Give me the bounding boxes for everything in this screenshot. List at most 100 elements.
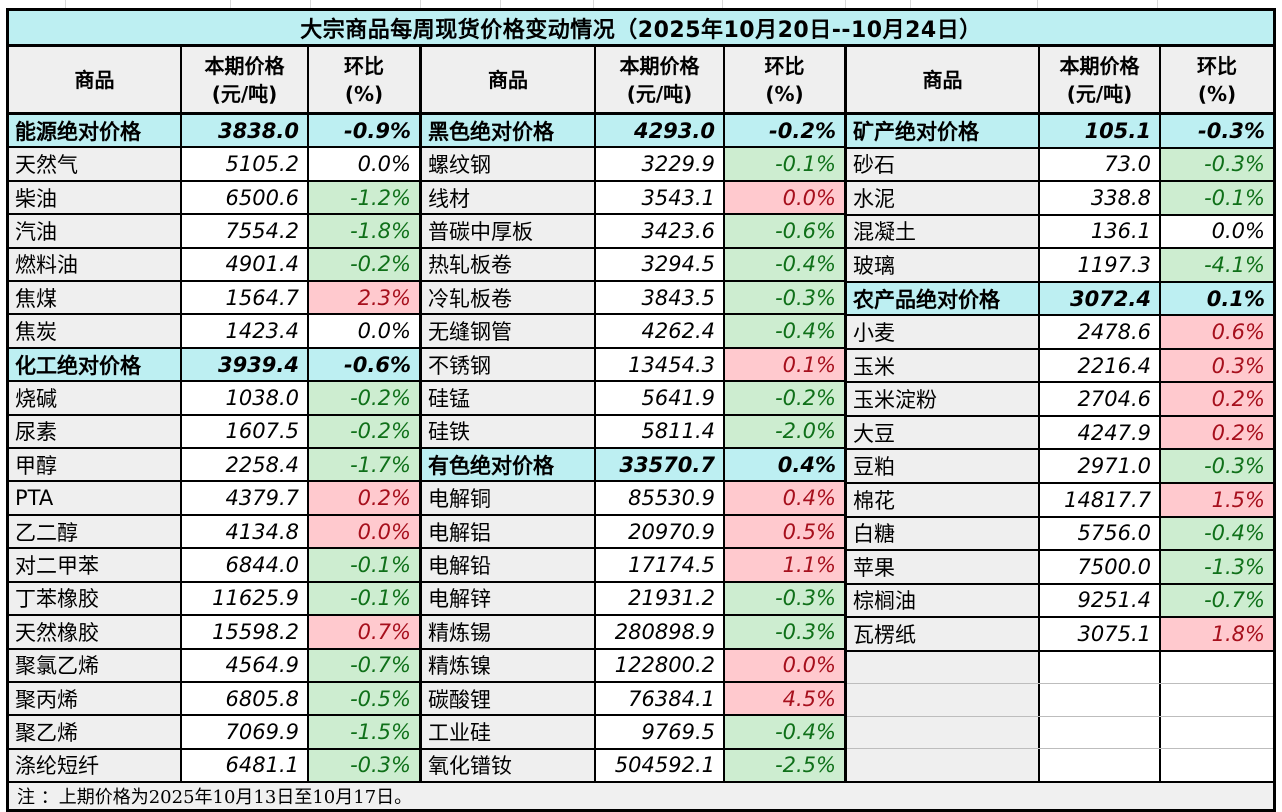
commodity-cell[interactable]: 天然气 (9, 148, 180, 180)
change-cell[interactable]: -0.6% (723, 215, 844, 247)
price-cell[interactable]: 3072.4 (1038, 282, 1159, 315)
change-cell[interactable]: -0.4% (723, 248, 844, 281)
price-cell[interactable]: 1423.4 (180, 315, 307, 347)
commodity-cell[interactable]: 线材 (422, 181, 594, 214)
price-cell[interactable]: 2704.6 (1038, 383, 1159, 415)
change-cell[interactable]: -0.4% (723, 716, 844, 748)
commodity-cell[interactable]: 螺纹钢 (422, 148, 594, 180)
price-cell[interactable]: 5756.0 (1038, 517, 1159, 550)
price-cell[interactable]: 3294.5 (594, 248, 723, 281)
commodity-cell[interactable]: PTA (9, 482, 180, 514)
commodity-cell[interactable]: 电解铜 (422, 482, 594, 514)
change-cell[interactable]: -0.2% (307, 248, 419, 281)
change-cell[interactable]: -0.3% (1159, 450, 1273, 483)
price-cell[interactable]: 136.1 (1038, 215, 1159, 248)
price-cell[interactable]: 504592.1 (594, 749, 723, 782)
price-cell[interactable]: 9251.4 (1038, 584, 1159, 617)
change-cell[interactable]: 0.0% (723, 181, 844, 214)
commodity-cell[interactable]: 不锈钢 (422, 348, 594, 381)
change-cell[interactable]: -2.0% (723, 415, 844, 448)
price-cell[interactable]: 33570.7 (594, 449, 723, 481)
change-header-cell[interactable]: 环比 (%) (1159, 47, 1273, 112)
price-cell[interactable]: 6500.6 (180, 181, 307, 214)
commodity-cell[interactable]: 电解铝 (422, 515, 594, 548)
change-cell[interactable]: -0.2% (307, 415, 419, 448)
change-cell[interactable]: -2.5% (723, 749, 844, 782)
price-cell[interactable]: 4134.8 (180, 515, 307, 548)
commodity-cell[interactable]: 涤纶短纤 (9, 749, 180, 782)
change-cell[interactable]: -0.2% (307, 382, 419, 414)
change-cell[interactable]: 1.8% (1159, 618, 1273, 650)
commodity-cell[interactable]: 对二甲苯 (9, 549, 180, 581)
commodity-cell[interactable]: 混凝土 (847, 215, 1038, 248)
price-cell[interactable]: 4247.9 (1038, 416, 1159, 449)
change-cell[interactable]: -0.1% (1159, 182, 1273, 214)
commodity-cell[interactable]: 甲醇 (9, 449, 180, 481)
change-cell[interactable]: 2.3% (307, 282, 419, 314)
commodity-header-cell[interactable]: 商品 (422, 47, 594, 112)
price-cell[interactable]: 85530.9 (594, 482, 723, 514)
change-cell[interactable]: 0.0% (723, 649, 844, 681)
price-cell[interactable] (1038, 749, 1159, 781)
price-cell[interactable]: 2258.4 (180, 449, 307, 481)
price-cell[interactable]: 3843.5 (594, 282, 723, 314)
commodity-cell[interactable]: 大豆 (847, 416, 1038, 449)
commodity-cell[interactable]: 天然橡胶 (9, 616, 180, 648)
change-cell[interactable]: -0.3% (1159, 148, 1273, 181)
price-cell[interactable]: 2971.0 (1038, 450, 1159, 483)
commodity-cell[interactable]: 电解铅 (422, 549, 594, 581)
table-title-cell[interactable]: 大宗商品每周现货价格变动情况（2025年10月20日--10月24日） (9, 11, 1273, 47)
commodity-cell[interactable]: 聚氯乙烯 (9, 649, 180, 681)
price-cell[interactable] (1038, 651, 1159, 684)
commodity-cell[interactable]: 热轧板卷 (422, 248, 594, 281)
price-cell[interactable]: 3075.1 (1038, 618, 1159, 650)
price-cell[interactable]: 5641.9 (594, 382, 723, 414)
commodity-cell[interactable]: 丁苯橡胶 (9, 582, 180, 615)
change-cell[interactable]: 0.0% (307, 515, 419, 548)
price-cell[interactable]: 1197.3 (1038, 249, 1159, 281)
price-cell[interactable]: 4901.4 (180, 248, 307, 281)
change-cell[interactable]: -1.3% (1159, 551, 1273, 583)
commodity-cell[interactable]: 小麦 (847, 316, 1038, 348)
change-cell[interactable] (1159, 651, 1273, 684)
commodity-cell[interactable]: 碳酸锂 (422, 682, 594, 715)
commodity-cell[interactable]: 冷轧板卷 (422, 282, 594, 314)
price-cell[interactable] (1038, 716, 1159, 749)
change-cell[interactable]: 0.1% (1159, 282, 1273, 315)
price-cell[interactable]: 1038.0 (180, 382, 307, 414)
price-cell[interactable]: 5105.2 (180, 148, 307, 180)
commodity-cell[interactable] (847, 684, 1038, 716)
commodity-cell[interactable]: 无缝钢管 (422, 315, 594, 347)
note-cell[interactable]: 注 ：上期价格为2025年10月13日至10月17日。 (9, 781, 1273, 809)
price-cell[interactable]: 2478.6 (1038, 316, 1159, 348)
commodity-cell[interactable]: 能源绝对价格 (9, 115, 180, 147)
commodity-header-cell[interactable]: 商品 (847, 47, 1038, 112)
change-cell[interactable]: 0.3% (1159, 349, 1273, 382)
price-cell[interactable]: 7554.2 (180, 215, 307, 247)
commodity-cell[interactable]: 尿素 (9, 415, 180, 448)
commodity-cell[interactable]: 工业硅 (422, 716, 594, 748)
price-cell[interactable]: 73.0 (1038, 148, 1159, 181)
change-cell[interactable]: 1.1% (723, 549, 844, 581)
commodity-cell[interactable]: 乙二醇 (9, 515, 180, 548)
price-cell[interactable]: 5811.4 (594, 415, 723, 448)
commodity-cell[interactable]: 玻璃 (847, 249, 1038, 281)
commodity-cell[interactable]: 玉米 (847, 349, 1038, 382)
commodity-cell[interactable]: 有色绝对价格 (422, 449, 594, 481)
commodity-cell[interactable]: 玉米淀粉 (847, 383, 1038, 415)
change-cell[interactable]: 0.4% (723, 482, 844, 514)
price-cell[interactable]: 6844.0 (180, 549, 307, 581)
commodity-cell[interactable]: 瓦楞纸 (847, 618, 1038, 650)
price-cell[interactable]: 4379.7 (180, 482, 307, 514)
commodity-cell[interactable]: 烧碱 (9, 382, 180, 414)
commodity-cell[interactable]: 硅铁 (422, 415, 594, 448)
change-cell[interactable]: -0.1% (307, 582, 419, 615)
change-cell[interactable]: -0.3% (723, 282, 844, 314)
price-cell[interactable]: 9769.5 (594, 716, 723, 748)
commodity-cell[interactable]: 氧化镨钕 (422, 749, 594, 782)
commodity-cell[interactable]: 黑色绝对价格 (422, 115, 594, 147)
price-cell[interactable]: 105.1 (1038, 115, 1159, 147)
price-cell[interactable]: 3543.1 (594, 181, 723, 214)
commodity-cell[interactable]: 普碳中厚板 (422, 215, 594, 247)
price-cell[interactable]: 4293.0 (594, 115, 723, 147)
